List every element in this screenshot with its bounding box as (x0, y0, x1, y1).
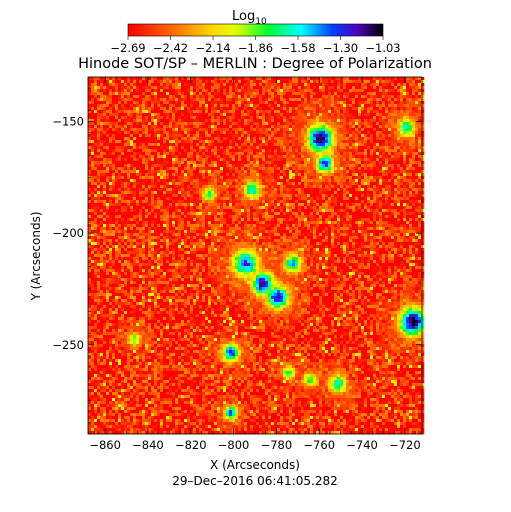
x-tick-label: −820 (175, 438, 207, 452)
date-label: 29–Dec–2016 06:41:05.282 (172, 474, 337, 488)
colorbar-tick-label: −2.42 (153, 41, 188, 55)
x-axis: −860 −840 −820 −800 −780 −760 −740 −720 (89, 77, 421, 452)
colorbar-tick-label: −1.86 (238, 41, 273, 55)
y-tick-label: −200 (52, 226, 84, 240)
x-tick-label: −840 (132, 438, 164, 452)
y-tick-label: −250 (52, 338, 84, 352)
x-tick-label: −760 (303, 438, 335, 452)
heatmap-image (88, 77, 425, 435)
x-tick-label: −720 (389, 438, 421, 452)
colorbar-tick-label: −2.69 (110, 41, 145, 55)
plot-area (87, 76, 425, 435)
colorbar-label: Log10 (232, 9, 267, 27)
colorbar-tick-label: −1.30 (323, 41, 358, 55)
y-axis: −150 −200 −250 (52, 87, 422, 424)
x-tick-label: −780 (261, 438, 293, 452)
colorbar (127, 23, 384, 37)
colorbar-tick-label: −2.14 (195, 41, 230, 55)
colorbar-tick-label: −1.58 (280, 41, 315, 55)
colorbar-ticks (127, 36, 384, 40)
x-tick-label: −860 (89, 438, 121, 452)
y-tick-label: −150 (52, 115, 84, 129)
x-tick-label: −740 (346, 438, 378, 452)
colorbar-tick-labels: −2.69 −2.42 −2.14 −1.86 −1.58 −1.30 −1.03 (110, 41, 400, 55)
x-axis-label: X (Arcseconds) (210, 458, 300, 472)
chart-title: Hinode SOT/SP – MERLIN : Degree of Polar… (78, 56, 432, 72)
x-tick-label: −800 (218, 438, 250, 452)
y-axis-label: Y (Arcseconds) (29, 211, 43, 301)
colorbar-tick-label: −1.03 (365, 41, 400, 55)
